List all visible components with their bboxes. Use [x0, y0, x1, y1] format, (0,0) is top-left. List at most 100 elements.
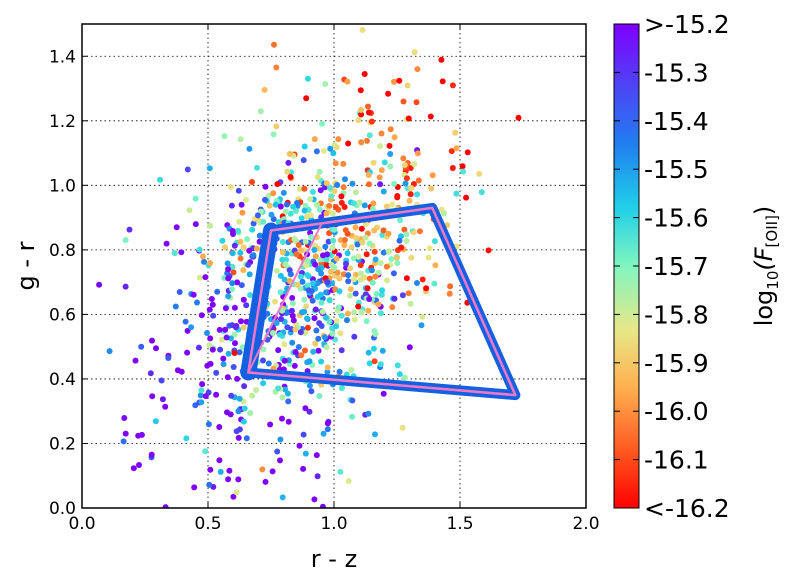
data-point — [373, 290, 380, 297]
data-point — [237, 136, 244, 143]
data-point — [157, 176, 163, 183]
data-point — [209, 301, 216, 308]
data-point — [380, 249, 387, 256]
colorbar-tick-label: -16.1 — [644, 446, 709, 475]
data-point — [391, 180, 398, 187]
data-point — [202, 448, 209, 455]
data-point — [231, 331, 238, 338]
data-point — [365, 410, 372, 417]
data-point — [406, 344, 413, 351]
data-point — [217, 468, 224, 475]
data-point — [274, 181, 281, 188]
data-point — [232, 324, 239, 331]
data-point — [217, 346, 224, 353]
y-tick-label: 1.0 — [49, 176, 76, 196]
data-point — [284, 168, 291, 175]
data-point — [198, 387, 205, 394]
data-point — [370, 159, 377, 166]
data-point — [236, 426, 243, 433]
data-point — [391, 78, 397, 85]
data-point — [337, 330, 344, 337]
data-point — [331, 226, 338, 233]
data-point — [304, 272, 311, 278]
data-point — [438, 56, 445, 63]
data-point — [324, 420, 331, 427]
data-point — [314, 174, 321, 180]
data-point — [344, 78, 351, 85]
data-point — [235, 434, 242, 441]
data-point — [279, 307, 286, 314]
data-point — [274, 448, 281, 455]
data-point — [323, 261, 330, 268]
data-point — [311, 496, 318, 503]
data-point — [237, 238, 244, 245]
data-point — [359, 239, 366, 246]
data-point — [219, 237, 226, 244]
data-point — [207, 222, 213, 229]
data-point — [300, 465, 307, 472]
data-point — [260, 346, 267, 353]
data-point — [379, 232, 386, 238]
data-point — [393, 254, 400, 261]
data-point — [190, 291, 197, 298]
data-point — [183, 435, 190, 442]
data-point — [313, 201, 320, 208]
data-point — [377, 310, 384, 317]
data-point — [387, 151, 394, 157]
data-point — [182, 318, 189, 325]
data-point — [184, 166, 191, 173]
y-tick-label: 1.4 — [49, 47, 76, 67]
data-point — [147, 370, 154, 377]
data-point — [148, 451, 155, 458]
data-point — [441, 210, 447, 217]
data-point — [292, 326, 299, 333]
data-point — [216, 326, 223, 333]
data-point — [138, 343, 145, 350]
data-point — [316, 168, 323, 175]
data-point — [289, 312, 296, 319]
colorbar-tick-label: -15.8 — [644, 300, 709, 329]
data-point — [279, 394, 286, 401]
data-point — [452, 129, 459, 136]
data-point — [324, 279, 331, 286]
data-point — [364, 285, 371, 292]
data-point — [357, 87, 364, 94]
data-point — [235, 227, 241, 234]
data-point — [294, 281, 301, 288]
data-point — [130, 465, 137, 472]
data-point — [290, 203, 297, 210]
data-point — [377, 260, 384, 267]
data-point — [201, 258, 207, 265]
data-point — [192, 195, 199, 202]
y-tick-label: 1.2 — [49, 112, 76, 132]
y-tick-label: 0.4 — [49, 370, 76, 390]
data-point — [321, 334, 328, 341]
data-point — [298, 352, 305, 359]
data-point — [158, 377, 165, 384]
data-point — [380, 227, 387, 234]
data-point — [342, 227, 349, 234]
data-point — [283, 201, 290, 208]
data-point — [391, 295, 398, 302]
data-point — [250, 220, 257, 227]
data-point — [318, 270, 325, 277]
data-point — [222, 326, 229, 333]
data-point — [317, 291, 324, 298]
data-point — [411, 49, 418, 56]
data-point — [233, 489, 240, 496]
data-point — [327, 145, 334, 152]
data-point — [405, 290, 412, 297]
data-point — [371, 248, 378, 255]
data-point — [372, 273, 379, 280]
data-point — [225, 476, 232, 483]
data-point — [132, 357, 139, 364]
data-point — [281, 357, 288, 364]
data-point — [302, 238, 309, 245]
data-point — [347, 265, 354, 272]
data-point — [333, 318, 340, 325]
data-point — [383, 263, 390, 270]
data-point — [191, 484, 198, 491]
data-point — [209, 346, 216, 353]
data-point — [329, 330, 336, 337]
data-point — [419, 276, 426, 283]
